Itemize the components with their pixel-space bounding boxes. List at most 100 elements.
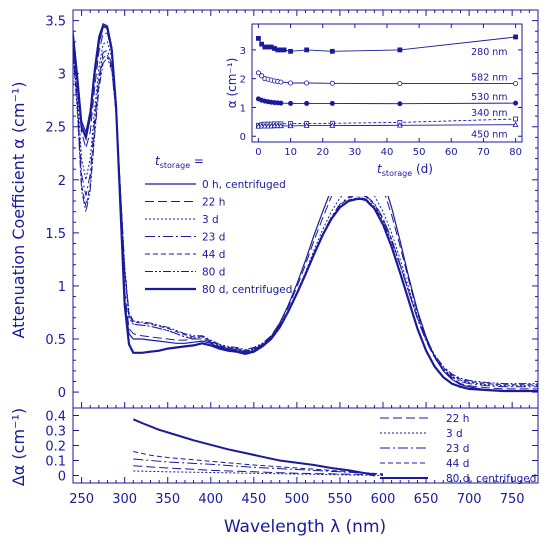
inset-marker	[329, 80, 335, 86]
diff-series-line-80-d-centrifuged	[132, 418, 375, 477]
diff-legend-label: 44 d	[446, 458, 469, 470]
inset-x-tick-label: 60	[445, 147, 458, 158]
inset-marker	[329, 122, 336, 128]
diff-y-tick-label: 0.1	[45, 455, 66, 470]
inset-series-label: 450 nm	[471, 130, 507, 141]
inset-marker	[278, 79, 284, 85]
diff-legend-label: 80 d, centrifuged	[446, 473, 536, 485]
x-tick-label: 300	[112, 492, 137, 507]
inset-x-tick-label: 0	[255, 147, 261, 158]
main-y-tick-label: 2.5	[45, 121, 66, 136]
inset-x-axis-title: tstorage (d)	[377, 162, 433, 178]
legend-label: 80 d, centrifuged	[202, 284, 292, 296]
inset-y-tick-label: 0	[240, 132, 246, 143]
inset-marker	[304, 47, 310, 53]
series-line-80-d-centrifuged	[73, 24, 538, 393]
x-tick-label: 500	[284, 492, 309, 507]
inset-x-tick-label: 70	[477, 147, 490, 158]
inset-x-tick-label: 20	[316, 147, 329, 158]
main-y-tick-label: 3.5	[45, 15, 66, 30]
legend-label: 44 d	[202, 249, 225, 261]
legend-label: 80 d	[202, 267, 225, 279]
legend-label: 0 h, centrifuged	[202, 179, 286, 191]
inset-marker	[256, 35, 261, 41]
diff-legend: 22 h 3 d 23 d 44 d 80 d, centrifuged	[380, 413, 536, 485]
x-tick-label: 700	[457, 492, 482, 507]
inset-marker	[513, 81, 519, 87]
inset-marker	[288, 48, 293, 54]
diff-series-group	[132, 418, 384, 477]
legend-label: 22 h	[202, 197, 225, 209]
inset-marker	[396, 122, 403, 128]
main-legend: tstorage = 0 h, centrifuged 22 h 3 d 23 d 44 …	[145, 154, 292, 296]
main-axes: 0 0.5 1 1.5 2 2.5 3 3.5	[45, 10, 539, 408]
inset-series-582-nm: 582 nm	[255, 70, 519, 87]
inset-marker	[513, 34, 518, 40]
diff-series-line-3-d	[133, 470, 384, 476]
inset-marker	[288, 80, 294, 86]
inset-marker	[303, 122, 310, 128]
diff-y-tick-label: 0	[58, 470, 66, 485]
diff-legend-label: 23 d	[446, 443, 469, 455]
main-y-tick-label: 0	[58, 386, 66, 401]
inset-marker	[513, 116, 518, 122]
inset-marker	[278, 100, 284, 106]
main-y-tick-label: 1	[58, 280, 66, 295]
diff-series-line-23-d	[133, 458, 384, 475]
legend-title: tstorage =	[155, 154, 204, 170]
inset-marker	[259, 41, 265, 47]
inset-marker	[513, 100, 519, 106]
main-y-tick-label: 2	[58, 174, 66, 189]
diff-y-tick-label: 0.3	[45, 425, 66, 440]
legend-label: 3 d	[202, 214, 219, 226]
main-y-tick-label: 0.5	[45, 333, 66, 348]
inset-x-tick-label: 80	[509, 147, 522, 158]
diff-legend-label: 22 h	[446, 413, 469, 425]
diff-legend-label: 3 d	[446, 428, 463, 440]
x-tick-label: 600	[371, 492, 396, 507]
x-tick-label: 750	[500, 492, 525, 507]
inset-x-tick-label: 40	[381, 147, 394, 158]
inset-y-axis-title: α (cm⁻¹)	[225, 58, 239, 109]
inset-marker	[304, 100, 310, 106]
inset-y-tick-label: 2	[240, 75, 246, 86]
x-tick-label: 550	[328, 492, 353, 507]
inset-marker	[512, 121, 519, 127]
x-tick-label: 650	[414, 492, 439, 507]
inset-marker	[255, 70, 261, 76]
inset-x-tick-label: 30	[348, 147, 361, 158]
inset-series-label: 530 nm	[471, 92, 507, 103]
main-y-axis-title: Attenuation Coefficient α (cm⁻¹)	[9, 81, 28, 338]
x-tick-label: 450	[241, 492, 266, 507]
inset-series-530-nm: 530 nm	[255, 92, 519, 107]
inset-marker	[304, 80, 310, 86]
inset-marker	[329, 100, 335, 106]
diff-y-tick-label: 0.4	[45, 410, 66, 425]
diff-y-tick-label: 0.2	[45, 440, 66, 455]
inset-marker	[288, 100, 294, 106]
inset-series-450-nm: 450 nm	[255, 121, 519, 141]
inset-series-label: 280 nm	[471, 47, 507, 58]
legend-label: 23 d	[202, 232, 225, 244]
inset-marker	[259, 73, 265, 79]
diff-y-axis-title: Δα (cm⁻¹)	[9, 408, 28, 486]
inset-marker	[281, 47, 287, 53]
main-series-group	[73, 22, 538, 393]
x-tick-label: 400	[198, 492, 223, 507]
inset-x-tick-label: 10	[284, 147, 297, 158]
diff-series-line-22-h	[133, 465, 384, 476]
inset-y-tick-label: 3	[240, 46, 246, 57]
inset-marker	[397, 81, 403, 87]
inset-marker	[397, 47, 403, 53]
diff-series-line-44-d	[133, 451, 384, 475]
inset-series-label: 582 nm	[471, 73, 507, 84]
x-tick-label: 350	[155, 492, 180, 507]
main-y-tick-label: 3	[58, 68, 66, 83]
diff-axes: 00.10.20.30.4 250 300 350 400 450 500 550 600 650…	[45, 410, 539, 507]
main-y-tick-label: 1.5	[45, 227, 66, 242]
inset-series-label: 340 nm	[471, 108, 507, 119]
inset-y-tick-label: 1	[240, 103, 246, 114]
